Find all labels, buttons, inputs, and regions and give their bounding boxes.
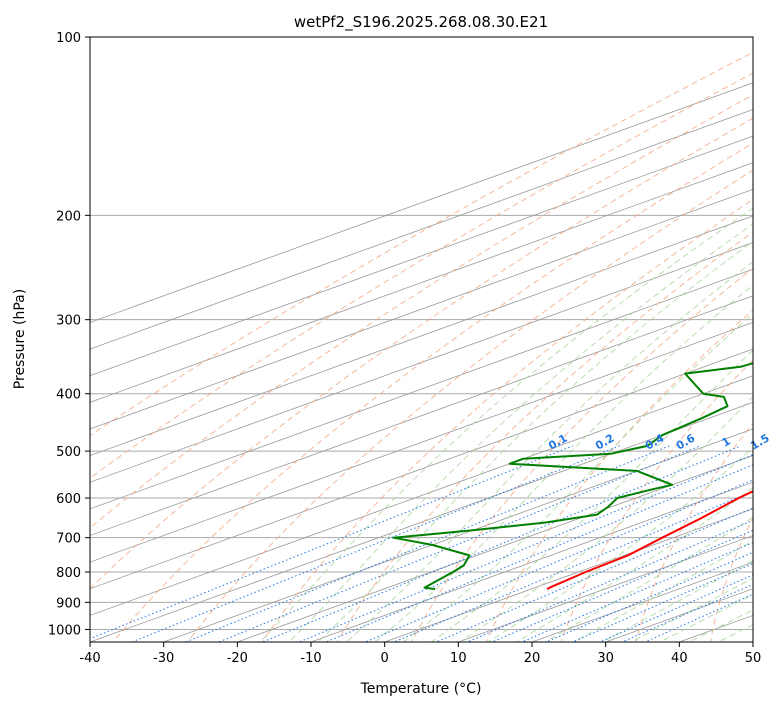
isotherm-line	[90, 348, 753, 590]
dry-adiabat-line	[485, 309, 753, 642]
moist-adiabat-line	[687, 609, 753, 642]
dry-adiabat-line	[90, 117, 753, 590]
mixing-ratio-line	[466, 519, 753, 642]
y-axis-label: Pressure (hPa)	[12, 289, 28, 389]
dry-adiabat-line	[710, 516, 753, 642]
plot-frame	[89, 36, 754, 643]
moist-adiabat-line	[430, 349, 753, 642]
x-tick-label: 20	[524, 651, 541, 666]
isotherm-line	[90, 215, 753, 457]
dry-adiabat-line	[90, 94, 753, 529]
x-tick-label: 50	[745, 651, 762, 666]
isotherm-line	[90, 162, 753, 403]
isotherm-line	[163, 428, 753, 642]
mixing-ratio-line	[324, 464, 753, 642]
mixing-ratio-line	[392, 490, 753, 642]
isotherm-line	[90, 109, 753, 350]
x-tick-label: 10	[450, 651, 467, 666]
moist-adiabat-line	[317, 240, 753, 642]
y-tick-label: 300	[56, 314, 81, 329]
dry-adiabat-line	[560, 359, 753, 642]
moist-adiabats	[259, 207, 753, 642]
y-tick-label: 700	[56, 532, 81, 547]
dry-adiabat-line	[90, 51, 753, 437]
moist-adiabat-line	[543, 516, 753, 642]
isotherm-line	[90, 135, 753, 377]
temperature-profile-line	[546, 490, 753, 590]
chart-title: wetPf2_S196.2025.268.08.30.E21	[294, 13, 548, 32]
isotherm-line	[237, 455, 753, 642]
dry-adiabat-line	[336, 231, 753, 642]
mixing-ratio-line	[261, 445, 741, 642]
dry-adiabat-line	[635, 422, 753, 642]
dry-adiabat-line	[411, 267, 753, 642]
y-tick-label: 500	[56, 445, 81, 460]
profile-series	[392, 362, 753, 591]
mixing-ratio-line	[363, 479, 753, 642]
moist-adiabat-line	[458, 395, 753, 642]
x-tick-label: 40	[671, 651, 688, 666]
dewpoint-profile-line	[392, 362, 753, 591]
isotherm-line	[90, 82, 753, 323]
x-tick-label: 30	[597, 651, 614, 666]
moist-adiabat-line	[288, 223, 753, 642]
dry-adiabat-line	[261, 198, 753, 642]
y-tick-label: 100	[56, 31, 81, 46]
isotherm-line	[90, 322, 753, 563]
isotherm-line	[90, 295, 753, 536]
mixing-ratio-lines	[90, 445, 753, 642]
x-tick-label: 0	[381, 651, 389, 666]
x-tick-label: -10	[300, 651, 321, 666]
x-tick-label: -20	[227, 651, 248, 666]
x-axis-label: Temperature (°C)	[360, 681, 482, 697]
moist-adiabat-line	[515, 487, 753, 642]
isotherm-line	[90, 401, 753, 642]
x-axis-ticks: -40 -30 -20 -10 0 10 20 30 40 50	[79, 642, 761, 666]
moist-adiabat-line	[487, 446, 753, 642]
isotherm-line	[90, 188, 753, 430]
isotherm-grid	[90, 82, 753, 642]
moist-adiabat-line	[658, 593, 753, 642]
y-tick-label: 800	[56, 566, 81, 581]
dry-adiabat-line	[112, 142, 753, 642]
isotherm-line	[752, 641, 753, 642]
moist-adiabat-line	[259, 207, 753, 642]
dry-adiabats	[90, 51, 753, 642]
moist-adiabat-line	[345, 260, 753, 642]
y-tick-label: 600	[56, 492, 81, 507]
x-tick-label: -30	[153, 651, 174, 666]
y-axis-ticks: 100 200 300 400 500 600 700 800 900 1000	[48, 31, 90, 638]
moist-adiabat-line	[373, 284, 753, 642]
y-tick-label: 400	[56, 388, 81, 403]
mixing-ratio-line	[571, 562, 753, 642]
isotherm-line	[90, 242, 753, 483]
dry-adiabat-line	[90, 72, 753, 479]
isotherm-line	[310, 481, 753, 642]
x-tick-label: -40	[79, 651, 100, 666]
isotherm-line	[90, 375, 753, 616]
mixing-ratio-line	[90, 445, 573, 640]
mixing-ratio-line	[297, 454, 753, 642]
mixing-ratio-line	[217, 445, 701, 642]
isotherm-line	[384, 508, 753, 642]
y-tick-label: 1000	[48, 623, 81, 638]
plot-background	[90, 37, 753, 642]
isotherm-line	[90, 268, 753, 510]
moist-adiabat-line	[630, 577, 753, 642]
y-tick-label: 900	[56, 596, 81, 611]
mixing-ratio-line	[643, 593, 753, 642]
y-tick-label: 200	[56, 209, 81, 224]
mixing-ratio-line	[184, 445, 670, 642]
dry-adiabat-line	[187, 169, 753, 642]
